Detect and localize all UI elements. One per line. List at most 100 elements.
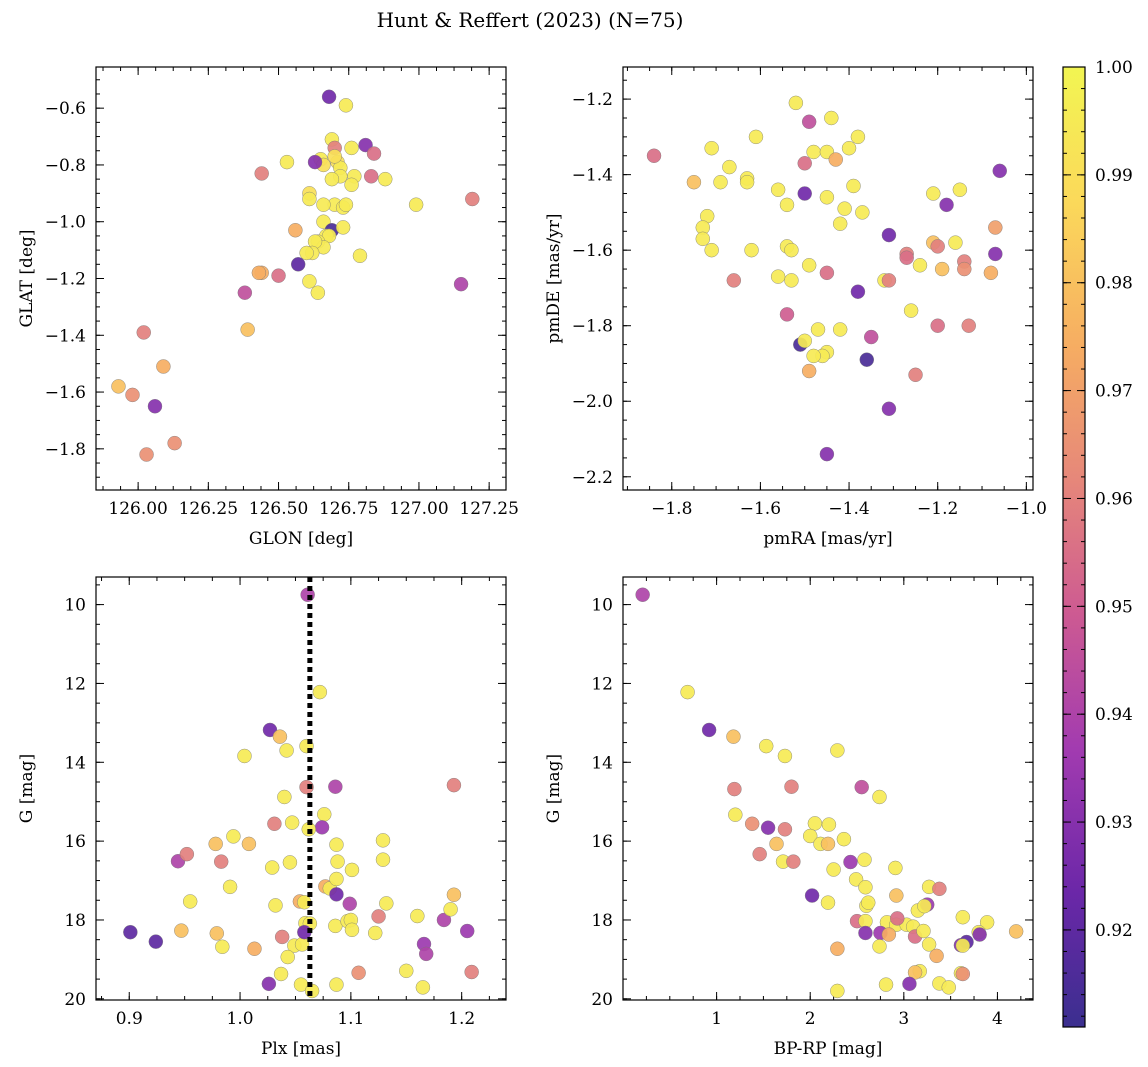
data-point — [872, 939, 887, 954]
data-point — [784, 273, 799, 288]
data-point — [830, 743, 845, 758]
x-tick-label: 1 — [711, 1009, 722, 1029]
data-point — [820, 836, 836, 852]
data-point — [338, 197, 354, 212]
data-point — [375, 833, 391, 848]
data-point — [726, 729, 741, 744]
data-point — [934, 261, 950, 277]
data-point — [338, 98, 354, 113]
data-point — [854, 779, 869, 795]
y-tick-label: −0.8 — [45, 156, 86, 176]
data-point — [241, 836, 257, 852]
data-point — [917, 898, 932, 914]
data-point — [288, 223, 303, 238]
data-point — [786, 854, 801, 869]
colorbar-tick-label: 0.95 — [1095, 597, 1133, 617]
data-point — [858, 925, 873, 941]
x-tick-label: 1.2 — [448, 1009, 475, 1029]
y-tick-label: 12 — [64, 674, 86, 694]
data-point — [759, 738, 774, 754]
x-tick-label: 127.25 — [459, 499, 518, 519]
data-point — [704, 242, 719, 258]
data-point — [972, 927, 987, 942]
data-point — [443, 902, 458, 917]
data-point — [209, 926, 224, 941]
data-point — [930, 318, 945, 333]
data-point — [841, 141, 857, 156]
data-point — [464, 964, 479, 980]
data-point — [635, 587, 650, 602]
data-point — [939, 197, 954, 213]
data-point — [704, 141, 719, 156]
data-point — [321, 89, 337, 105]
data-point — [770, 269, 786, 284]
data-point — [801, 363, 817, 379]
y-axis-title: GLAT [deg] — [17, 229, 37, 327]
data-point — [279, 154, 295, 170]
data-point — [208, 836, 223, 852]
y-axis-title: pmDE [mas/yr] — [544, 213, 564, 343]
data-point — [329, 871, 344, 887]
data-point — [446, 777, 462, 793]
data-point — [908, 367, 923, 383]
data-point — [872, 789, 887, 805]
data-point — [379, 896, 394, 911]
data-point — [344, 177, 359, 193]
data-point — [861, 895, 876, 910]
data-point — [828, 152, 843, 167]
data-point — [824, 110, 839, 126]
x-tick-label: 0.9 — [116, 1009, 143, 1029]
data-point — [810, 322, 826, 337]
y-tick-label: 14 — [591, 753, 613, 773]
data-point — [788, 95, 804, 111]
x-tick-label: −1.0 — [1006, 499, 1047, 519]
data-point — [317, 807, 332, 822]
data-point — [261, 976, 277, 992]
x-tick-label: −1.2 — [917, 499, 958, 519]
data-point — [344, 140, 359, 156]
x-tick-label: 127.00 — [389, 499, 448, 519]
x-tick-label: 126.50 — [249, 499, 308, 519]
colorbar-tick-label: 0.97 — [1095, 382, 1133, 402]
data-point — [330, 854, 345, 869]
data-point — [446, 887, 462, 902]
colorbar-tick-label: 0.98 — [1095, 274, 1133, 294]
data-point — [271, 268, 286, 283]
data-point — [912, 258, 928, 273]
data-point — [926, 186, 941, 201]
data-point — [436, 912, 452, 928]
colorbar-tick-label: 0.96 — [1095, 489, 1133, 509]
data-point — [408, 197, 424, 212]
data-point — [821, 817, 837, 832]
data-point — [453, 276, 469, 292]
x-tick-label: −1.4 — [828, 499, 869, 519]
x-tick-label: 126.75 — [319, 499, 378, 519]
data-point — [770, 182, 786, 197]
data-point — [280, 949, 295, 965]
data-point — [955, 910, 970, 925]
data-point — [797, 186, 812, 201]
x-tick-label: 2 — [805, 1009, 816, 1029]
x-axis-title: BP-RP [mag] — [774, 1039, 883, 1059]
data-point — [916, 923, 931, 939]
data-point — [902, 976, 917, 992]
data-point — [826, 862, 841, 877]
y-tick-label: −1.2 — [572, 90, 613, 110]
y-tick-label: −1.4 — [45, 326, 86, 346]
x-tick-label: 126.00 — [108, 499, 167, 519]
data-point — [797, 333, 812, 349]
data-point — [328, 779, 343, 794]
data-point — [777, 748, 793, 764]
data-point — [983, 265, 999, 281]
y-tick-label: 20 — [591, 990, 613, 1010]
data-point — [251, 265, 267, 281]
y-tick-label: −1.8 — [572, 317, 613, 337]
y-tick-label: −2.0 — [572, 392, 613, 412]
data-point — [179, 846, 195, 862]
data-point — [784, 242, 799, 258]
data-point — [329, 977, 344, 992]
data-points — [635, 587, 1024, 999]
data-point — [881, 927, 897, 942]
data-point — [240, 322, 255, 337]
